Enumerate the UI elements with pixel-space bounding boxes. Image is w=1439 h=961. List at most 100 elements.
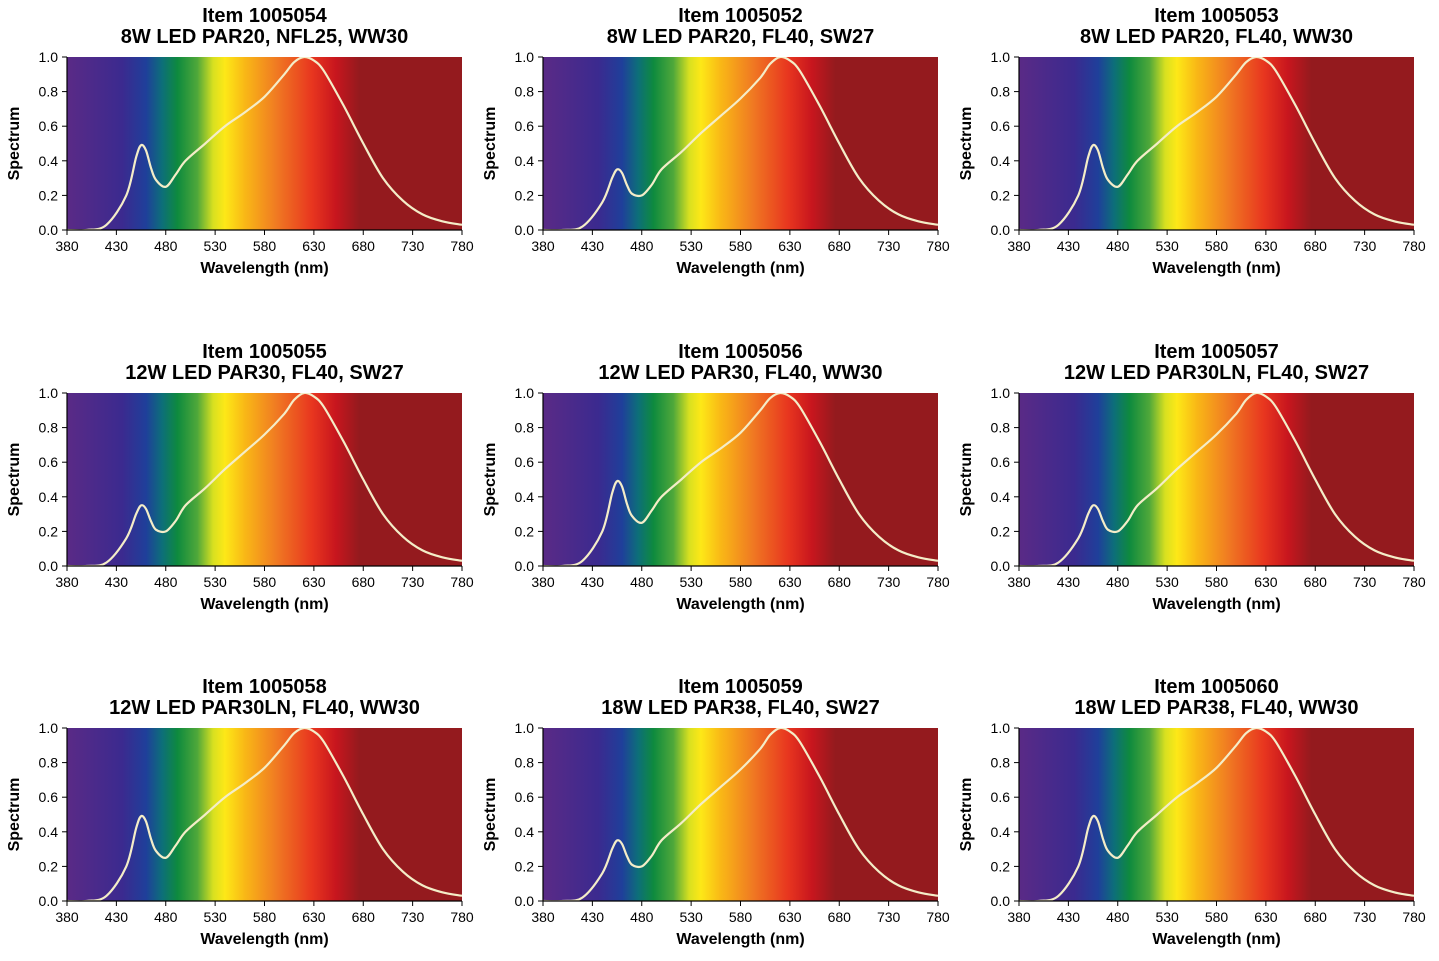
spectrum-curve bbox=[67, 728, 462, 901]
y-tick-label: 0.8 bbox=[515, 84, 535, 100]
y-tick-label: 0.2 bbox=[515, 523, 535, 539]
x-tick-label: 580 bbox=[253, 238, 277, 254]
x-tick-label: 480 bbox=[1106, 238, 1130, 254]
x-tick-label: 780 bbox=[926, 574, 950, 590]
y-tick-label: 0.4 bbox=[515, 824, 535, 840]
y-tick-label: 0.0 bbox=[991, 558, 1011, 574]
x-tick-label: 580 bbox=[1205, 574, 1229, 590]
y-tick-label: 1.0 bbox=[39, 720, 59, 736]
x-tick-label: 430 bbox=[1057, 238, 1081, 254]
spectrum-chart: 380 430 480 530 580 630 680 730 780 0.0 0.2 0.4 0.6 0… bbox=[958, 5, 1426, 277]
spectrum-curve bbox=[1019, 728, 1414, 901]
spectrum-chart-panel: 380 430 480 530 580 630 680 730 780 0.0 0.2 0.4 0.6 0… bbox=[476, 336, 952, 626]
spectrum-chart-panel: 380 430 480 530 580 630 680 730 780 0.0 0.2 0.4 0.6 0… bbox=[0, 336, 476, 626]
x-tick-label: 680 bbox=[828, 238, 852, 254]
x-tick-label: 380 bbox=[531, 574, 555, 590]
x-tick-label: 430 bbox=[581, 909, 605, 925]
chart-title: Item 1005052 bbox=[678, 5, 803, 27]
x-tick-label: 430 bbox=[581, 238, 605, 254]
y-tick-label: 0.6 bbox=[515, 118, 535, 134]
y-tick-label: 0.4 bbox=[991, 824, 1011, 840]
y-tick-label: 0.2 bbox=[39, 858, 59, 874]
x-tick-label: 730 bbox=[1353, 574, 1377, 590]
x-tick-label: 480 bbox=[630, 238, 654, 254]
y-tick-label: 0.8 bbox=[991, 420, 1011, 436]
x-tick-label: 380 bbox=[55, 574, 79, 590]
y-tick-label: 0.2 bbox=[991, 523, 1011, 539]
x-tick-label: 580 bbox=[729, 238, 753, 254]
y-tick-label: 0.8 bbox=[515, 755, 535, 771]
y-tick-label: 0.0 bbox=[39, 893, 59, 909]
y-tick-label: 0.4 bbox=[991, 153, 1011, 169]
chart-title: Item 1005054 bbox=[202, 5, 327, 27]
x-tick-label: 380 bbox=[55, 909, 79, 925]
spectrum-chart: 380 430 480 530 580 630 680 730 780 0.0 0.2 0.4 0.6 0… bbox=[958, 341, 1426, 613]
y-tick-label: 1.0 bbox=[991, 49, 1011, 65]
y-tick-label: 0.0 bbox=[991, 222, 1011, 238]
spectrum-curve bbox=[543, 393, 938, 566]
x-axis-label: Wavelength (nm) bbox=[676, 596, 804, 613]
x-axis-label: Wavelength (nm) bbox=[1152, 260, 1280, 277]
x-tick-label: 580 bbox=[729, 909, 753, 925]
chart-subtitle: 18W LED PAR38, FL40, SW27 bbox=[601, 697, 880, 719]
y-tick-label: 0.2 bbox=[515, 187, 535, 203]
x-tick-label: 430 bbox=[105, 909, 129, 925]
spectrum-curve bbox=[1019, 57, 1414, 230]
x-tick-label: 430 bbox=[105, 574, 129, 590]
y-tick-label: 0.6 bbox=[39, 789, 59, 805]
spectrum-curve bbox=[67, 393, 462, 566]
x-tick-label: 680 bbox=[352, 909, 376, 925]
x-tick-label: 780 bbox=[450, 238, 474, 254]
spectrum-background bbox=[67, 393, 462, 566]
y-tick-label: 0.8 bbox=[991, 84, 1011, 100]
spectrum-background bbox=[543, 728, 938, 901]
y-tick-label: 0.6 bbox=[515, 789, 535, 805]
x-tick-label: 480 bbox=[1106, 909, 1130, 925]
y-tick-label: 0.6 bbox=[39, 454, 59, 470]
x-tick-label: 430 bbox=[1057, 574, 1081, 590]
y-tick-label: 0.4 bbox=[39, 153, 59, 169]
chart-title: Item 1005053 bbox=[1154, 5, 1279, 27]
x-axis-label: Wavelength (nm) bbox=[200, 931, 328, 948]
x-axis-label: Wavelength (nm) bbox=[200, 260, 328, 277]
y-tick-label: 1.0 bbox=[515, 49, 535, 65]
y-axis-label: Spectrum bbox=[958, 778, 975, 852]
x-tick-label: 730 bbox=[1353, 909, 1377, 925]
x-tick-label: 730 bbox=[401, 238, 425, 254]
y-tick-label: 0.6 bbox=[39, 118, 59, 134]
x-tick-label: 730 bbox=[1353, 238, 1377, 254]
y-tick-label: 0.8 bbox=[515, 420, 535, 436]
x-axis-label: Wavelength (nm) bbox=[676, 260, 804, 277]
y-tick-label: 0.2 bbox=[991, 187, 1011, 203]
x-tick-label: 680 bbox=[1304, 909, 1328, 925]
x-tick-label: 380 bbox=[531, 238, 555, 254]
x-tick-label: 630 bbox=[778, 574, 802, 590]
x-axis-label: Wavelength (nm) bbox=[1152, 596, 1280, 613]
chart-subtitle: 12W LED PAR30LN, FL40, SW27 bbox=[1064, 362, 1369, 384]
y-tick-label: 0.0 bbox=[515, 893, 535, 909]
y-tick-label: 1.0 bbox=[991, 720, 1011, 736]
x-tick-label: 530 bbox=[203, 909, 227, 925]
x-tick-label: 630 bbox=[302, 238, 326, 254]
y-tick-label: 0.8 bbox=[991, 755, 1011, 771]
y-tick-label: 0.2 bbox=[39, 523, 59, 539]
y-tick-label: 0.0 bbox=[39, 558, 59, 574]
chart-subtitle: 8W LED PAR20, NFL25, WW30 bbox=[121, 26, 408, 48]
y-tick-label: 0.4 bbox=[515, 489, 535, 505]
x-tick-label: 780 bbox=[1402, 909, 1426, 925]
x-tick-label: 480 bbox=[154, 238, 178, 254]
y-tick-label: 0.4 bbox=[991, 489, 1011, 505]
spectrum-chart: 380 430 480 530 580 630 680 730 780 0.0 0.2 0.4 0.6 0… bbox=[6, 5, 474, 277]
x-tick-label: 780 bbox=[450, 909, 474, 925]
x-tick-label: 680 bbox=[1304, 238, 1328, 254]
chart-subtitle: 8W LED PAR20, FL40, WW30 bbox=[1080, 26, 1353, 48]
y-tick-label: 1.0 bbox=[515, 720, 535, 736]
spectrum-chart-panel: 380 430 480 530 580 630 680 730 780 0.0 0.2 0.4 0.6 0… bbox=[0, 0, 476, 290]
x-tick-label: 530 bbox=[679, 909, 703, 925]
x-tick-label: 530 bbox=[679, 238, 703, 254]
x-tick-label: 780 bbox=[450, 574, 474, 590]
x-tick-label: 580 bbox=[1205, 909, 1229, 925]
spectrum-chart-panel: 380 430 480 530 580 630 680 730 780 0.0 0.2 0.4 0.6 0… bbox=[476, 0, 952, 290]
y-axis-label: Spectrum bbox=[482, 443, 499, 517]
spectrum-chart: 380 430 480 530 580 630 680 730 780 0.0 0.2 0.4 0.6 0… bbox=[482, 5, 950, 277]
